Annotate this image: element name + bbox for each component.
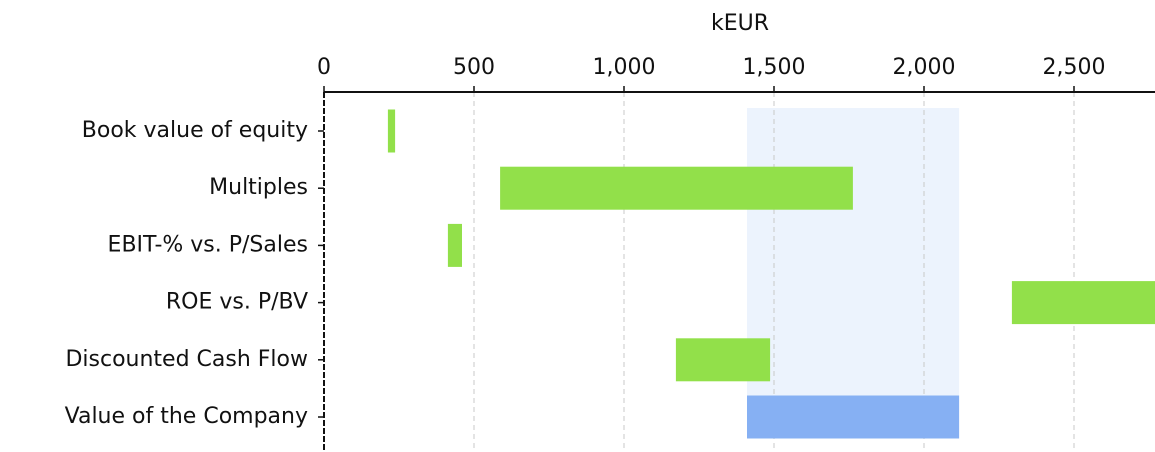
bar <box>747 395 960 439</box>
bar <box>387 109 396 153</box>
x-tick-label: 0 <box>317 55 331 80</box>
x-tick-label: 2,500 <box>1043 55 1106 80</box>
x-tick-label: 1,500 <box>743 55 806 80</box>
x-tick-label: 500 <box>453 55 495 80</box>
bar <box>1011 281 1155 325</box>
x-tick-label: 1,000 <box>593 55 656 80</box>
x-tick-label: 2,000 <box>893 55 956 80</box>
y-tick-label: Multiples <box>209 175 308 200</box>
axis-title: kEUR <box>711 11 769 36</box>
y-tick-label: Book value of equity <box>82 118 308 143</box>
bar <box>447 223 462 267</box>
bar <box>675 338 771 382</box>
y-tick-label: Discounted Cash Flow <box>65 347 308 372</box>
bar <box>500 166 853 210</box>
y-tick-label: EBIT-% vs. P/Sales <box>108 232 308 257</box>
y-tick-label: Value of the Company <box>65 404 308 429</box>
highlight-band <box>747 108 960 438</box>
y-tick-label: ROE vs. P/BV <box>166 290 308 315</box>
